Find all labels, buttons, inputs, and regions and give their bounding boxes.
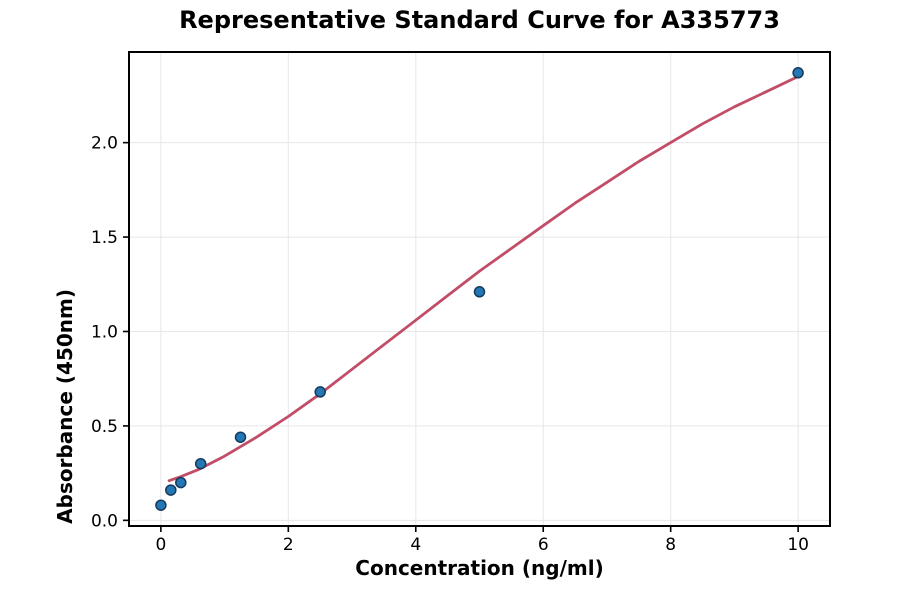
data-point — [155, 499, 167, 511]
data-point — [792, 67, 804, 79]
plot-frame — [128, 51, 831, 527]
y-tick-label: 0.5 — [91, 417, 118, 437]
x-tick-label: 10 — [787, 535, 809, 555]
y-tick-label: 1.5 — [91, 228, 118, 248]
data-point — [473, 286, 486, 298]
x-tick-label: 6 — [538, 535, 549, 555]
chart-title: Representative Standard Curve for A33577… — [179, 6, 780, 34]
x-tick-label: 2 — [283, 535, 294, 555]
data-point — [175, 476, 187, 489]
data-point — [314, 386, 326, 398]
fit-curve-line — [167, 75, 800, 483]
x-axis-label: Concentration (ng/ml) — [355, 556, 604, 580]
y-tick-label: 1.0 — [91, 322, 118, 342]
x-tick-label: 4 — [410, 535, 421, 555]
data-point — [194, 457, 207, 470]
y-tick-label: 0.0 — [91, 511, 118, 531]
data-point — [165, 484, 177, 496]
data-point — [234, 431, 247, 443]
x-tick-label: 8 — [665, 535, 676, 555]
y-tick-label: 2.0 — [91, 134, 118, 154]
y-axis-label-text: Absorbance (450nm) — [53, 289, 77, 524]
x-tick-label: 0 — [155, 535, 166, 555]
